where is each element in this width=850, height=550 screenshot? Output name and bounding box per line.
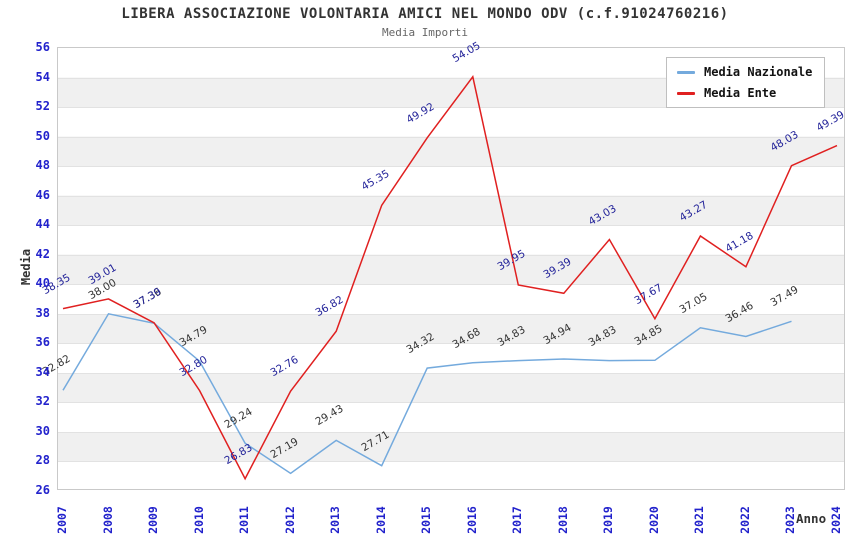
gridline — [58, 402, 844, 404]
y-tick-label: 50 — [35, 128, 50, 143]
y-tick-label: 26 — [35, 483, 50, 497]
gridline — [58, 254, 844, 256]
x-tick-label: 2013 — [328, 506, 343, 534]
x-tick-label: 2020 — [646, 506, 661, 534]
x-tick-label: 2011 — [237, 506, 252, 534]
legend-label: Media Nazionale — [704, 65, 813, 79]
legend-swatch — [677, 70, 695, 74]
legend: Media Nazionale Media Ente — [666, 57, 826, 108]
y-tick-label: 46 — [35, 187, 50, 202]
gridline — [58, 77, 844, 79]
chart-title: LIBERA ASSOCIAZIONE VOLONTARIA AMICI NEL… — [121, 6, 729, 22]
x-tick-label: 2007 — [55, 506, 69, 534]
x-tick-label: 2014 — [373, 506, 388, 534]
y-tick-label: 34 — [35, 364, 50, 379]
gridline — [58, 372, 844, 374]
x-tick-label: 2012 — [282, 506, 297, 534]
x-tick-label: 2008 — [100, 506, 115, 534]
gridline — [58, 136, 844, 138]
series-line-media-nazionale — [62, 312, 792, 475]
gridline — [58, 195, 844, 197]
gridline — [58, 166, 844, 168]
gridline — [58, 225, 844, 227]
x-tick-label: 2009 — [146, 506, 161, 534]
gridline — [58, 107, 844, 109]
gridline — [58, 313, 844, 315]
chart-subtitle: Media Importi — [381, 26, 469, 39]
x-tick-label: 2017 — [510, 506, 525, 534]
x-tick-label: 2018 — [555, 506, 570, 534]
y-tick-label: 30 — [35, 423, 50, 438]
legend-item-media-nazionale: Media Nazionale — [677, 65, 812, 79]
x-tick-label: 2015 — [419, 506, 434, 534]
gridline — [58, 461, 844, 463]
y-tick-label: 48 — [35, 158, 50, 173]
y-tick-label: 44 — [35, 217, 50, 232]
gridline — [58, 343, 844, 345]
x-tick-label: 2022 — [737, 506, 752, 534]
y-tick-label: 40 — [35, 276, 50, 291]
x-tick-label: 2019 — [601, 506, 616, 534]
y-tick-label: 28 — [35, 453, 50, 468]
gridline — [58, 284, 844, 286]
legend-item-media-ente: Media Ente — [677, 86, 812, 100]
plot-area: 32.82 38.00 37.36 34.79 29.24 27.19 29.43 27.71… — [41, 39, 847, 490]
gridline — [58, 431, 844, 433]
y-tick-label: 54 — [35, 69, 50, 84]
legend-label: Media Ente — [704, 86, 777, 100]
x-tick-label: 2010 — [191, 506, 206, 534]
y-tick-label: 32 — [35, 394, 50, 409]
x-tick-label: 2021 — [692, 506, 707, 534]
y-tick-label: 56 — [35, 40, 50, 54]
y-tick-label: 36 — [35, 335, 50, 350]
x-tick-label: 2024 — [829, 506, 843, 534]
x-tick-label: 2023 — [783, 506, 798, 534]
series-line-media-ente — [62, 75, 838, 481]
legend-swatch — [677, 91, 695, 95]
y-tick-label: 52 — [35, 99, 50, 114]
y-tick-label: 38 — [35, 305, 50, 320]
y-tick-label: 42 — [35, 246, 50, 261]
x-tick-label: 2016 — [464, 506, 479, 534]
x-axis-title: Anno — [796, 511, 827, 526]
